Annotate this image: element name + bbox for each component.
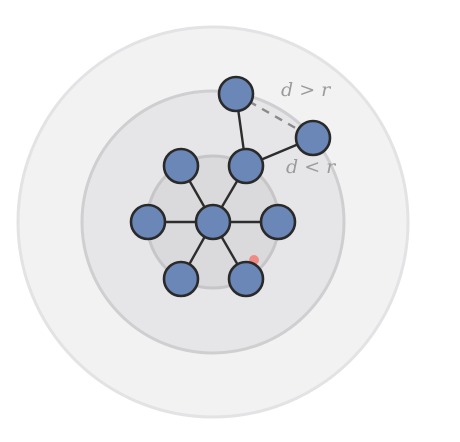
- node-top-far: [217, 75, 255, 113]
- node-upper-right: [227, 147, 265, 185]
- node-center: [194, 203, 232, 241]
- label-d-greater-than-r: d > r: [281, 79, 332, 101]
- node-right: [259, 203, 297, 241]
- node-upper-left: [162, 147, 200, 185]
- node-right-far: [294, 119, 332, 157]
- node-lower-left: [162, 260, 200, 298]
- node-left: [129, 203, 167, 241]
- label-d-less-than-r: d < r: [286, 156, 337, 178]
- node-lower-right: [227, 260, 265, 298]
